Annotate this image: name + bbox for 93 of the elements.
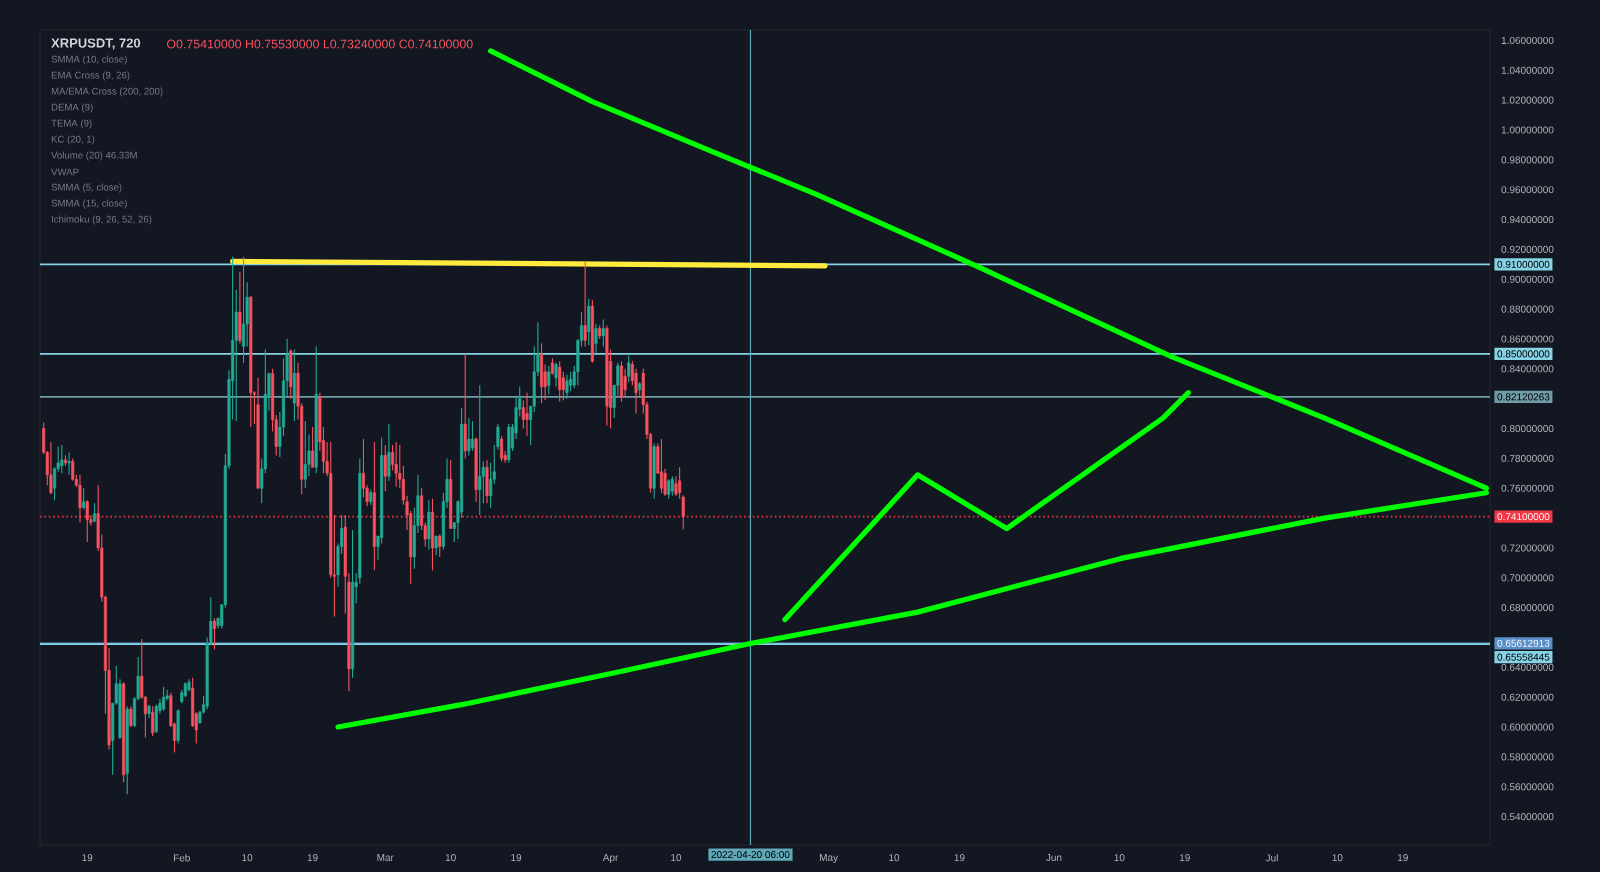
candlestick xyxy=(82,487,86,510)
ref-line-label: 0.65558445 xyxy=(1497,653,1550,661)
y-tick-label: 0.68000000 xyxy=(1501,604,1554,612)
y-tick-label: 0.60000000 xyxy=(1501,723,1554,731)
candlestick xyxy=(554,362,558,388)
candlestick xyxy=(434,535,438,556)
x-tick-label: 10 xyxy=(242,854,253,862)
x-tick-label: 10 xyxy=(671,854,682,862)
annotation: Ichimoku (9, 26, 52, 26) xyxy=(51,215,152,225)
candlestick xyxy=(470,420,475,452)
y-tick-label: 0.54000000 xyxy=(1501,813,1554,821)
ref-line-label: 0.82120263 xyxy=(1497,393,1550,401)
candlestick xyxy=(558,360,562,403)
y-tick-label: 0.90000000 xyxy=(1501,275,1554,283)
y-tick-label: 1.04000000 xyxy=(1501,66,1554,74)
x-tick-label: Jul xyxy=(1265,854,1278,862)
x-tick-label: 19 xyxy=(954,854,965,862)
annotation: TEMA (9) xyxy=(51,119,92,129)
candlestick xyxy=(311,426,315,468)
annotation: SMMA (15, close) xyxy=(51,199,127,209)
x-tick-label: 19 xyxy=(307,854,318,862)
annotation: KC (20, 1) xyxy=(51,135,95,145)
y-tick-label: 0.98000000 xyxy=(1501,156,1554,164)
x-tick-label: Jun xyxy=(1046,854,1062,862)
candlestick xyxy=(129,705,133,728)
candlestick xyxy=(67,451,71,476)
x-tick-label: 19 xyxy=(82,854,93,862)
y-tick-label: 0.92000000 xyxy=(1501,245,1554,253)
candlestick xyxy=(92,502,97,524)
ref-line-label: 0.74100000 xyxy=(1497,513,1550,521)
annotation: SMMA (5, close) xyxy=(51,183,122,193)
candlestick xyxy=(561,371,565,401)
text: O0.75410000 H0.75530000 L0.73240000 C0.74100000 xyxy=(167,39,473,49)
x-tick-label: 10 xyxy=(889,854,900,862)
candlestick xyxy=(627,354,631,383)
annotation: Volume (20) 46.33M xyxy=(51,151,137,161)
x-tick-label: 19 xyxy=(1179,854,1190,862)
candlestick xyxy=(212,617,216,650)
y-tick-label: 0.86000000 xyxy=(1501,335,1554,343)
annotation: SMMA (10, close) xyxy=(51,55,127,65)
annotation: MA/EMA Cross (200, 200) xyxy=(51,87,163,97)
candlestick xyxy=(623,368,627,398)
x-tick-label: 19 xyxy=(1397,854,1408,862)
y-tick-label: 0.58000000 xyxy=(1501,753,1554,761)
x-tick-label: 10 xyxy=(445,854,456,862)
y-tick-label: 0.62000000 xyxy=(1501,693,1554,701)
x-tick-label: 10 xyxy=(1332,854,1343,862)
candlestick xyxy=(565,374,569,400)
text: XRPUSDT, 720 xyxy=(51,38,141,50)
x-tick-label: Apr xyxy=(602,854,619,863)
x-tick-label: May xyxy=(819,854,839,863)
candlestick xyxy=(387,423,391,482)
x-tick-label: Mar xyxy=(377,854,394,862)
candlestick xyxy=(547,365,551,395)
y-tick-label: 0.70000000 xyxy=(1501,574,1554,582)
candlestick xyxy=(394,441,398,488)
candlestick xyxy=(383,444,387,492)
y-tick-label: 1.00000000 xyxy=(1501,126,1554,134)
candlestick xyxy=(594,323,598,355)
candlestick xyxy=(53,466,57,501)
candlestick xyxy=(85,499,89,543)
candlestick xyxy=(303,420,307,489)
y-tick-label: 0.94000000 xyxy=(1501,216,1554,224)
candlestick xyxy=(78,474,82,524)
x-tick-label: Feb xyxy=(173,854,190,862)
annotation: VWAP xyxy=(51,168,79,176)
x-tick-label: 19 xyxy=(511,854,522,862)
y-tick-label: 0.76000000 xyxy=(1501,484,1554,492)
candlestick xyxy=(583,260,587,347)
ref-line-label: 0.85000000 xyxy=(1497,350,1550,358)
x-tick-label: 10 xyxy=(1114,854,1125,862)
annotation: EMA Cross (9, 26) xyxy=(51,71,130,81)
y-tick-label: 1.02000000 xyxy=(1501,96,1554,104)
y-tick-label: 0.80000000 xyxy=(1501,424,1554,433)
ref-line-label: 0.65612913 xyxy=(1497,639,1550,647)
y-tick-label: 0.84000000 xyxy=(1501,365,1554,373)
candlestick xyxy=(670,475,674,497)
ref-line-label: 0.91000000 xyxy=(1497,260,1550,268)
annotation: DEMA (9) xyxy=(51,103,93,113)
y-tick-label: 0.56000000 xyxy=(1501,783,1554,791)
y-tick-label: 0.78000000 xyxy=(1501,454,1554,462)
y-tick-label: 0.72000000 xyxy=(1501,544,1554,552)
y-tick-label: 0.88000000 xyxy=(1501,305,1554,313)
candlestick xyxy=(49,441,53,495)
candlestick xyxy=(467,417,471,456)
ref-line-label: 2022-04-20 06:00 xyxy=(711,850,790,859)
candlestick xyxy=(390,444,395,471)
candlestick xyxy=(667,478,671,500)
y-tick-label: 0.96000000 xyxy=(1501,186,1554,194)
candlestick xyxy=(478,384,482,516)
y-tick-label: 0.64000000 xyxy=(1501,663,1554,671)
candlestick xyxy=(525,392,529,437)
y-tick-label: 1.06000000 xyxy=(1501,36,1554,44)
